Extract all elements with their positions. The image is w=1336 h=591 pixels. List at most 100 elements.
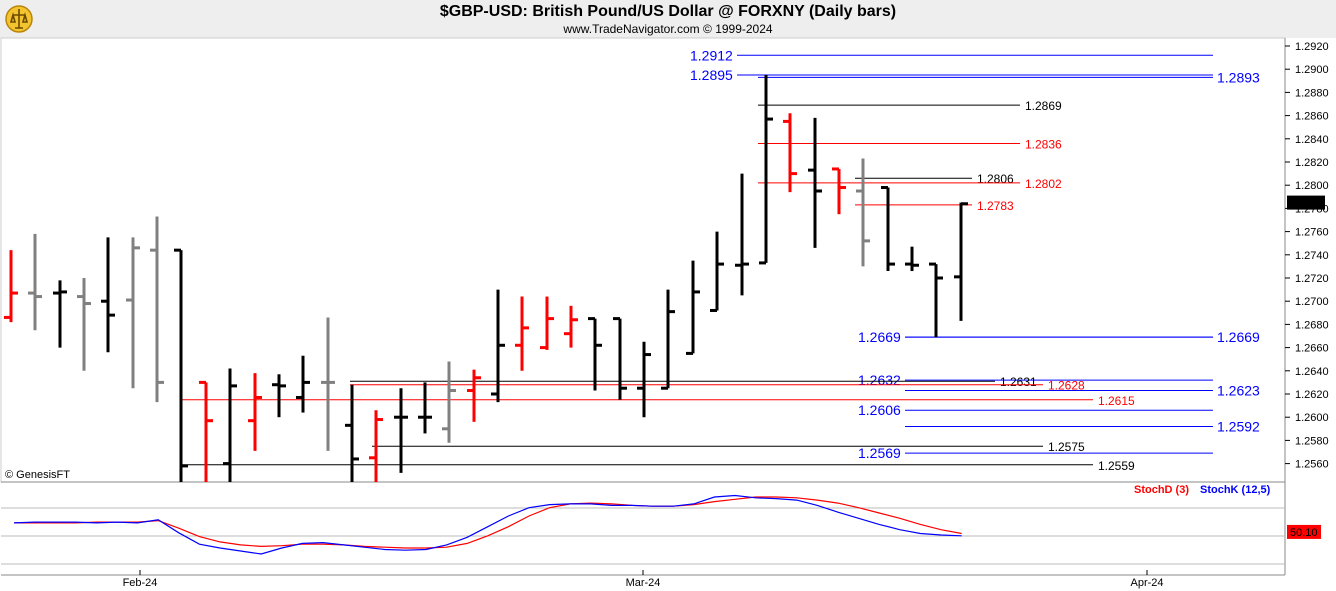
stochd-legend: StochD (3) bbox=[1134, 484, 1189, 496]
y-tick-label: 1.2740 bbox=[1295, 250, 1329, 262]
x-tick-label: Feb-24 bbox=[123, 577, 158, 589]
ohlc-bar bbox=[272, 374, 286, 418]
ohlc-bar bbox=[710, 231, 724, 312]
level-label: 1.2836 bbox=[1025, 137, 1062, 151]
chart-subtitle: www.TradeNavigator.com © 1999-2024 bbox=[563, 22, 773, 36]
last-price-value: 1.2785 bbox=[1290, 198, 1324, 210]
ohlc-bar bbox=[77, 278, 91, 371]
level-label: 1.2806 bbox=[977, 172, 1014, 186]
level-label: 1.2569 bbox=[858, 445, 901, 461]
level-label: 1.2895 bbox=[690, 67, 733, 83]
y-tick-label: 1.2640 bbox=[1295, 366, 1329, 378]
ohlc-bar bbox=[588, 317, 602, 391]
ohlc-bar bbox=[856, 158, 870, 267]
y-tick-label: 1.2560 bbox=[1295, 459, 1329, 471]
y-tick-label: 1.2720 bbox=[1295, 273, 1329, 285]
level-label: 1.2802 bbox=[1025, 177, 1062, 191]
ohlc-bar bbox=[564, 305, 578, 348]
ohlc-bar bbox=[467, 369, 481, 422]
ohlc-bar bbox=[345, 384, 359, 482]
ohlc-bar bbox=[613, 317, 627, 400]
ohlc-bar bbox=[686, 260, 700, 355]
stochd-line bbox=[14, 496, 962, 549]
y-tick-label: 1.2900 bbox=[1295, 64, 1329, 76]
y-tick-label: 1.2820 bbox=[1295, 157, 1329, 169]
ohlc-bar bbox=[174, 248, 188, 482]
level-label: 1.2592 bbox=[1217, 418, 1260, 434]
y-tick-label: 1.2800 bbox=[1295, 180, 1329, 192]
ohlc-bars bbox=[4, 75, 968, 482]
watermark: © GenesisFT bbox=[5, 469, 70, 481]
ohlc-bar bbox=[28, 233, 42, 331]
trade-navigator-logo-icon bbox=[4, 4, 34, 39]
level-label: 1.2631 bbox=[1000, 375, 1037, 389]
chart-frame bbox=[0, 37, 1286, 576]
ohlc-bar bbox=[394, 388, 408, 473]
y-tick-label: 1.2580 bbox=[1295, 435, 1329, 447]
stoch-value-box bbox=[1287, 524, 1321, 539]
ohlc-bar bbox=[248, 373, 262, 451]
level-label: 1.2623 bbox=[1217, 383, 1260, 399]
ohlc-bar bbox=[832, 167, 846, 215]
y-tick-label: 1.2700 bbox=[1295, 296, 1329, 308]
stochk-line bbox=[13, 494, 962, 555]
level-label: 1.2669 bbox=[858, 329, 901, 345]
ohlc-bar bbox=[637, 341, 651, 418]
ohlc-bar bbox=[296, 355, 310, 413]
level-label: 1.2912 bbox=[690, 47, 733, 63]
ohlc-bar bbox=[954, 202, 968, 321]
ohlc-bar bbox=[929, 262, 943, 338]
ohlc-bar bbox=[881, 186, 895, 272]
ohlc-bar bbox=[369, 410, 383, 482]
stochk-legend: StochK (12,5) bbox=[1200, 484, 1271, 496]
level-label: 1.2606 bbox=[858, 402, 901, 418]
ohlc-bar bbox=[515, 296, 529, 371]
level-label: 1.2869 bbox=[1025, 99, 1062, 113]
ohlc-bar bbox=[53, 280, 67, 348]
y-tick-label: 1.2880 bbox=[1295, 87, 1329, 99]
ohlc-bar bbox=[418, 382, 432, 434]
last-price-box bbox=[1287, 195, 1325, 210]
level-label: 1.2632 bbox=[858, 372, 901, 388]
y-tick-label: 1.2860 bbox=[1295, 111, 1329, 123]
level-label: 1.2893 bbox=[1217, 69, 1260, 85]
price-axis: 1.2560 1.2580 1.2600 1.2620 1.2640 1.2660 1.26… bbox=[1285, 41, 1329, 471]
level-label: 1.2559 bbox=[1098, 459, 1135, 473]
y-tick-label: 1.2620 bbox=[1295, 389, 1329, 401]
ohlc-bar bbox=[661, 289, 675, 390]
ohlc-bar bbox=[223, 368, 237, 482]
ohlc-bar bbox=[808, 117, 822, 248]
ohlc-bar bbox=[199, 380, 213, 482]
y-tick-label: 1.2760 bbox=[1295, 227, 1329, 239]
last-price-marker: 1.2785 bbox=[1287, 195, 1325, 210]
ohlc-bar bbox=[783, 113, 797, 193]
price-levels: 1.2912 1.2895 1.2893 1.2869 1.2836 1.2806 1.28… bbox=[180, 47, 1260, 473]
date-axis: Feb-24 Mar-24 Apr-24 bbox=[123, 570, 1164, 589]
ohlc-bar bbox=[759, 75, 773, 265]
stochastic-panel: 50.10 bbox=[13, 494, 1321, 555]
y-tick-label: 1.2660 bbox=[1295, 343, 1329, 355]
x-tick-label: Apr-24 bbox=[1130, 577, 1163, 589]
ohlc-bar bbox=[442, 361, 456, 443]
x-tick-label: Mar-24 bbox=[626, 577, 661, 589]
level-label: 1.2783 bbox=[977, 199, 1014, 213]
y-tick-label: 1.2920 bbox=[1295, 41, 1329, 53]
ohlc-bar bbox=[735, 173, 749, 296]
chart-title: $GBP-USD: British Pound/US Dollar @ FORX… bbox=[439, 3, 897, 20]
ohlc-bar bbox=[150, 216, 164, 403]
ohlc-bar bbox=[905, 246, 919, 272]
y-tick-label: 1.2600 bbox=[1295, 412, 1329, 424]
ohlc-bar bbox=[101, 237, 115, 353]
level-label: 1.2628 bbox=[1048, 379, 1085, 393]
y-tick-label: 1.2680 bbox=[1295, 319, 1329, 331]
ohlc-bar bbox=[540, 296, 554, 350]
ohlc-bar bbox=[491, 289, 505, 403]
ohlc-bar bbox=[321, 317, 335, 451]
stoch-value: 50.10 bbox=[1290, 527, 1318, 539]
level-label: 1.2669 bbox=[1217, 329, 1260, 345]
chart-header: $GBP-USD: British Pound/US Dollar @ FORX… bbox=[0, 0, 1336, 38]
level-label: 1.2575 bbox=[1048, 440, 1085, 454]
level-label: 1.2615 bbox=[1098, 394, 1135, 408]
y-tick-label: 1.2840 bbox=[1295, 134, 1329, 146]
